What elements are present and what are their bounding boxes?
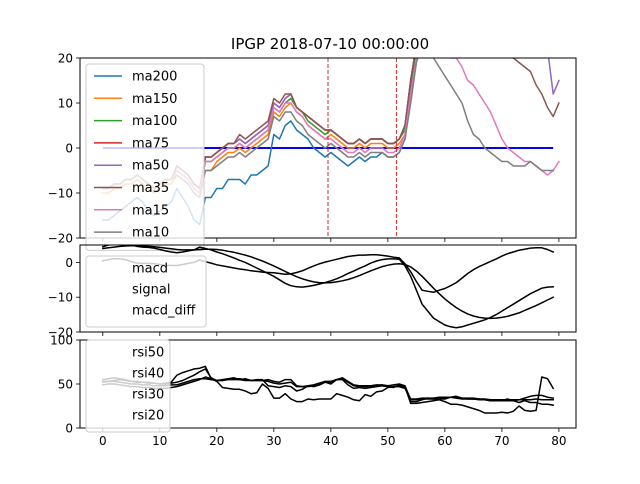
legend-label-rsi40: rsi40 [132,367,164,382]
x-tick-label: 30 [266,434,281,448]
legend-box [85,63,205,251]
rsi-plot-area [101,365,555,414]
macd-panel: −20 −10 0 macd signal macd_diff [48,244,577,340]
moving-averages-legend: ma200 ma150 ma100 ma75 ma50 ma35 ma15 ma10 [85,63,205,251]
legend-label-ma100: ma100 [132,114,177,129]
x-tick-label: 60 [437,434,452,448]
legend-label-ma75: ma75 [132,136,169,151]
legend-label-rsi50: rsi50 [132,346,164,361]
y-tick-label: 0 [65,256,73,270]
y-tick-label: 20 [58,52,73,66]
legend-label-ma35: ma35 [132,181,169,196]
legend-label-rsi30: rsi30 [132,388,164,403]
figure-title: IPGP 2018-07-10 00:00:00 [231,35,429,53]
legend-label-ma200: ma200 [132,70,177,85]
legend-label-ma50: ma50 [132,159,169,174]
legend-label-signal: signal [132,283,170,298]
y-tick-label: −10 [48,291,73,305]
y-tick-label: −20 [48,326,73,340]
x-tick-label: 70 [494,434,509,448]
legend-label-ma15: ma15 [132,203,169,218]
legend-label-macd: macd [132,262,168,277]
x-tick-label: 0 [99,434,107,448]
x-tick-label: 20 [209,434,224,448]
y-tick-label: 10 [58,97,73,111]
legend-label-ma150: ma150 [132,92,177,107]
y-tick-label: 50 [58,378,73,392]
legend-box [85,339,171,433]
x-tick-label: 50 [380,434,395,448]
rsi-legend: rsi50 rsi40 rsi30 rsi20 [85,339,171,433]
macd-line [101,245,554,329]
macd-legend: macd signal macd_diff [85,255,207,328]
legend-label-macd_diff: macd_diff [132,304,196,319]
x-tick-label: 10 [152,434,167,448]
x-tick-label: 40 [323,434,338,448]
y-tick-label: 100 [50,334,73,348]
legend-label-rsi20: rsi20 [132,409,164,424]
y-tick-label: −10 [48,187,73,201]
rsi30-line [101,368,555,406]
legend-label-ma10: ma10 [132,226,169,241]
signal-line [101,245,555,320]
y-tick-label: 0 [65,142,73,156]
x-tick-label: 80 [551,434,566,448]
rsi-panel: 0 10 20 30 40 50 60 70 80050100rsi50rsi40rsi30rs… [50,334,577,448]
y-tick-label: −20 [48,232,73,246]
rsi20-line [102,365,555,414]
chart-panels: −20−1001020ma200ma150ma100ma75ma50ma35ma… [48,52,577,448]
y-tick-label: 0 [65,422,73,436]
legend-box [85,255,207,328]
moving-averages-panel: −20−1001020ma200ma150ma100ma75ma50ma35ma… [48,52,577,251]
macd-axes-frame [79,244,577,333]
